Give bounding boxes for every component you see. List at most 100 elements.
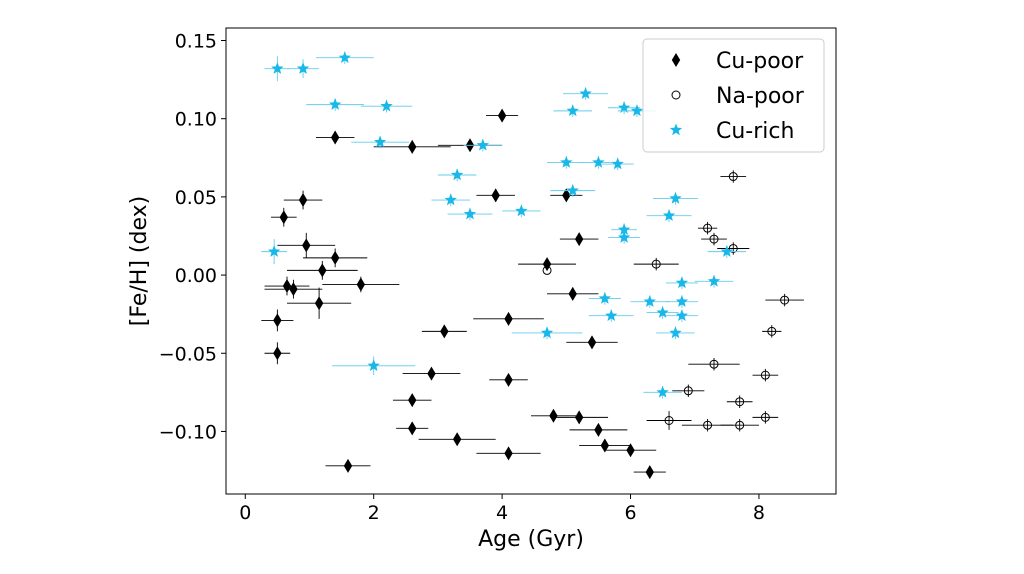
data-point-cu-rich (592, 155, 605, 168)
data-point-cu-rich (675, 295, 689, 307)
data-point-cu-poor (318, 263, 327, 278)
data-point-na-poor (709, 234, 719, 244)
legend-box (642, 38, 825, 153)
series-na-poor (542, 170, 804, 432)
x-tick-label: 6 (624, 502, 636, 524)
y-tick-label: −0.05 (159, 343, 217, 365)
data-point-cu-poor (504, 311, 513, 326)
data-point-cu-rich (566, 104, 579, 117)
data-point-cu-rich (617, 223, 631, 235)
data-point-na-poor (709, 359, 719, 369)
data-point-cu-rich (450, 168, 464, 181)
data-point-cu-rich (579, 87, 592, 99)
data-point-cu-poor (549, 408, 558, 423)
data-point-cu-rich (598, 292, 612, 304)
data-point-cu-poor (542, 257, 552, 272)
data-point-cu-poor (273, 313, 282, 328)
x-tick-label: 0 (239, 502, 251, 524)
data-point-cu-poor (504, 372, 513, 387)
data-point-cu-rich (675, 309, 689, 321)
data-point-na-poor (735, 420, 745, 430)
data-point-cu-poor (302, 238, 311, 253)
data-point-cu-poor (314, 296, 324, 311)
data-point-na-poor (735, 397, 745, 407)
x-tick-label: 8 (753, 502, 765, 524)
data-point-cu-poor (491, 188, 500, 203)
data-point-cu-rich (540, 326, 554, 339)
data-point-cu-poor (289, 282, 298, 297)
data-point-na-poor (664, 416, 674, 426)
data-point-cu-rich (476, 138, 490, 151)
data-point-cu-rich (617, 101, 631, 114)
data-point-cu-rich (296, 62, 310, 74)
y-tick-label: 0.15 (175, 31, 217, 53)
data-point-cu-poor (427, 366, 436, 381)
data-point-cu-rich (560, 155, 573, 168)
data-point-cu-rich (267, 245, 281, 257)
data-point-cu-poor (594, 422, 603, 437)
data-point-cu-poor (298, 193, 308, 208)
y-tick-label: −0.10 (159, 421, 217, 443)
x-axis-label: Age (Gyr) (478, 527, 584, 552)
data-point-cu-poor (279, 210, 288, 225)
data-point-cu-poor (440, 324, 449, 339)
data-point-cu-rich (656, 306, 669, 318)
data-point-cu-rich (338, 51, 351, 63)
data-point-cu-rich (605, 309, 618, 321)
legend-label-na-poor: Na-poor (716, 84, 805, 109)
y-tick-label: 0.05 (175, 187, 217, 209)
data-point-cu-poor (343, 458, 353, 473)
data-point-cu-rich (328, 98, 342, 110)
data-point-na-poor (703, 420, 713, 430)
data-point-na-poor (760, 370, 770, 380)
legend-label-cu-rich: Cu-rich (716, 119, 794, 144)
x-tick-label: 4 (496, 502, 508, 524)
y-tick-label: 0.00 (175, 265, 217, 287)
legend: Cu-poor Na-poor Cu-rich (642, 38, 825, 153)
data-point-cu-rich (367, 359, 380, 372)
data-point-cu-poor (504, 446, 513, 461)
data-point-cu-rich (669, 191, 682, 204)
data-point-cu-poor (330, 250, 340, 265)
data-point-cu-rich (611, 157, 624, 170)
data-point-cu-rich (720, 245, 734, 257)
legend-marker-cu-rich (669, 123, 683, 136)
data-point-cu-poor (273, 346, 282, 361)
data-point-na-poor (542, 265, 552, 275)
data-point-cu-rich (630, 104, 644, 117)
legend-marker-cu-poor (671, 53, 681, 67)
data-point-cu-poor (452, 432, 462, 447)
data-point-cu-poor (568, 286, 577, 301)
data-point-na-poor (760, 412, 770, 422)
data-point-cu-poor (562, 188, 571, 203)
data-point-cu-rich (373, 135, 387, 148)
data-point-cu-poor (645, 465, 654, 480)
legend-label-cu-poor: Cu-poor (716, 49, 804, 74)
y-tick-label: 0.10 (175, 109, 217, 131)
data-point-cu-poor (356, 277, 366, 292)
data-point-cu-rich (566, 184, 579, 196)
data-point-na-poor (728, 172, 738, 182)
data-point-cu-rich (669, 326, 682, 339)
data-point-cu-rich (656, 385, 669, 398)
axis-ticks-layer: 0 2 4 6 8 −0.10 −0.05 0.00 0.05 0.10 0.15 (159, 31, 765, 524)
plot-frame (225, 27, 837, 495)
data-point-cu-poor (600, 438, 610, 453)
data-point-na-poor (780, 295, 790, 305)
data-point-na-poor (703, 223, 713, 233)
data-point-cu-poor (408, 421, 417, 436)
series-cu-poor (261, 108, 666, 480)
data-point-cu-poor (574, 410, 584, 425)
data-marks-layer (261, 51, 804, 480)
data-point-cu-rich (515, 204, 528, 217)
data-point-cu-poor (330, 130, 340, 145)
data-point-cu-poor (587, 335, 597, 350)
legend-marker-na-poor (671, 90, 681, 100)
data-point-na-poor (728, 243, 738, 253)
data-point-cu-rich (643, 295, 656, 307)
data-point-cu-rich (463, 207, 477, 220)
data-point-cu-poor (497, 108, 507, 123)
